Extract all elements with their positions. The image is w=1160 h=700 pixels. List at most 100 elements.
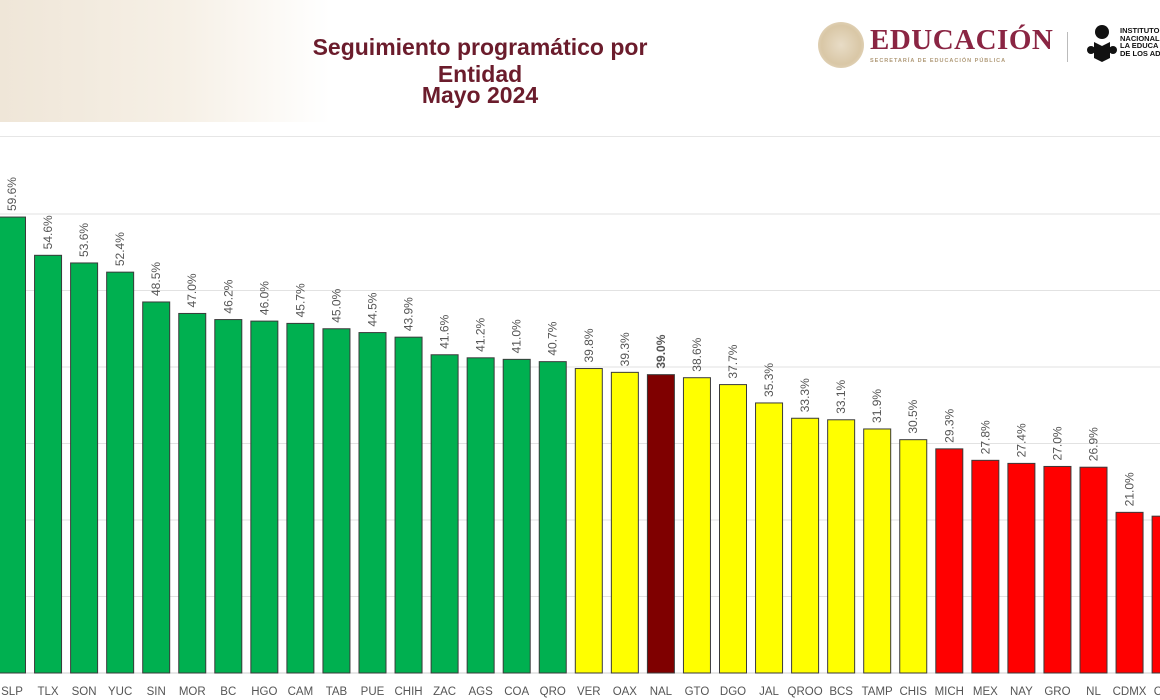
- bar-bcs: [827, 419, 856, 674]
- category-label: MOR: [179, 686, 206, 698]
- chart-title: Seguimiento programático por Entidad: [312, 34, 648, 87]
- category-label: PUE: [361, 686, 385, 698]
- data-label: 45.0%: [329, 288, 343, 322]
- category-label: SLP: [1, 686, 23, 698]
- bar-oax: [610, 371, 639, 674]
- bar-gto: [682, 377, 711, 674]
- category-label: DGO: [720, 686, 746, 698]
- data-label: 43.9%: [402, 297, 416, 331]
- bar-gro: [1043, 465, 1072, 674]
- inea-logo-text: INSTITUTO NACIONAL LA EDUCA DE LOS AD: [1120, 26, 1160, 58]
- category-label: VER: [577, 686, 601, 698]
- bar-cam: [286, 322, 315, 674]
- bar-mor: [178, 312, 207, 674]
- category-label: CAM: [288, 686, 314, 698]
- bar-nal: [646, 374, 675, 674]
- data-label: 30.5%: [906, 399, 920, 433]
- category-label: GRO: [1044, 686, 1070, 698]
- bar-chih: [394, 336, 423, 674]
- category-label: CHIS: [900, 686, 928, 698]
- bar-col: [1151, 515, 1160, 674]
- category-label: AGS: [469, 686, 494, 698]
- category-label: TLX: [38, 686, 59, 698]
- bar-nl: [1079, 466, 1108, 674]
- category-label: QRO: [540, 686, 566, 698]
- bar-pue: [358, 332, 387, 674]
- category-label: CDMX: [1113, 686, 1147, 698]
- data-label: 40.7%: [546, 321, 560, 355]
- category-label: CHIH: [394, 686, 422, 698]
- data-label: 31.9%: [870, 389, 884, 423]
- bar-son: [70, 262, 99, 674]
- bar-zac: [430, 354, 459, 674]
- category-label: GTO: [685, 686, 710, 698]
- data-label: 41.2%: [474, 317, 488, 351]
- data-label: 48.5%: [149, 262, 163, 296]
- bar-chart: 59.6% SLP 54.6% TLX 53.6% SON 52.4% YUC 48.5% SIN…: [0, 177, 1160, 698]
- data-label: 27.8%: [978, 420, 992, 454]
- category-label: JAL: [759, 686, 779, 698]
- category-label: COA: [504, 686, 529, 698]
- logo-divider: [1067, 32, 1068, 62]
- category-label: QROO: [788, 686, 823, 698]
- category-label: NL: [1086, 686, 1101, 698]
- bar-tlx: [34, 254, 63, 674]
- data-label: 37.7%: [726, 344, 740, 378]
- data-label: 41.6%: [438, 314, 452, 348]
- bar-mich: [935, 448, 964, 674]
- national-seal-logo: [818, 22, 864, 68]
- bar-tamp: [863, 428, 892, 674]
- data-label: 54.6%: [41, 215, 55, 249]
- category-label: COL: [1154, 686, 1160, 698]
- data-label: 27.4%: [1014, 423, 1028, 457]
- bar-ags: [466, 357, 495, 674]
- data-label: 21.0%: [1123, 472, 1137, 506]
- data-label: 47.0%: [185, 273, 199, 307]
- data-label: 46.0%: [257, 281, 271, 315]
- bar-qro: [538, 361, 567, 674]
- data-label: 39.0%: [654, 334, 668, 368]
- data-label: 33.1%: [834, 379, 848, 413]
- category-label: SIN: [147, 686, 166, 698]
- category-label: NAY: [1010, 686, 1033, 698]
- data-label: 39.3%: [618, 332, 632, 366]
- data-label: 46.2%: [221, 279, 235, 313]
- decorative-pattern: [0, 0, 330, 122]
- inea-reader-icon: [1087, 25, 1117, 62]
- category-label: BC: [220, 686, 236, 698]
- data-label: 26.9%: [1087, 427, 1101, 461]
- data-label: 29.3%: [942, 408, 956, 442]
- data-label: 27.0%: [1050, 426, 1064, 460]
- bar-nay: [1007, 462, 1036, 674]
- bar-yuc: [106, 271, 135, 674]
- bar-dgo: [719, 384, 747, 674]
- category-label: BCS: [829, 686, 853, 698]
- category-label: NAL: [650, 686, 673, 698]
- sep-subtitle: SECRETARÍA DE EDUCACIÓN PÚBLICA: [870, 58, 1007, 64]
- data-label: 39.8%: [582, 328, 596, 362]
- category-label: SON: [72, 686, 97, 698]
- category-label: TAMP: [862, 686, 893, 698]
- bar-slp: [0, 216, 26, 674]
- bar-ver: [574, 368, 603, 674]
- data-label: 45.7%: [293, 283, 307, 317]
- data-label: 53.6%: [77, 223, 91, 257]
- bar-qroo: [791, 417, 820, 674]
- category-label: MICH: [935, 686, 964, 698]
- data-label: 41.0%: [510, 319, 524, 353]
- category-label: MEX: [973, 686, 998, 698]
- data-label: 33.3%: [798, 378, 812, 412]
- bar-cdmx: [1115, 511, 1144, 674]
- data-label: 52.4%: [113, 232, 127, 266]
- chart-subtitle: Mayo 2024: [421, 82, 539, 108]
- bar-chis: [899, 439, 928, 674]
- category-label: ZAC: [433, 686, 456, 698]
- category-label: YUC: [108, 686, 132, 698]
- bar-hgo: [250, 320, 279, 674]
- data-label: 59.6%: [5, 177, 19, 211]
- bar-sin: [142, 301, 171, 674]
- category-label: TAB: [326, 686, 348, 698]
- header: Seguimiento programático por Entidad May…: [0, 0, 1160, 122]
- bar-bc: [214, 319, 243, 674]
- category-label: OAX: [613, 686, 638, 698]
